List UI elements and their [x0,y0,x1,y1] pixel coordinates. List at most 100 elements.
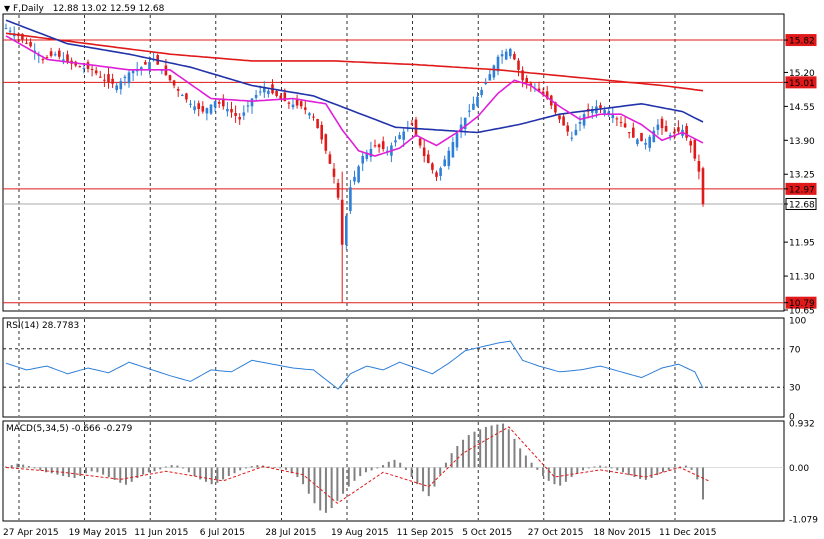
macd-histogram-bar[interactable] [56,467,59,475]
candle-body[interactable] [103,79,106,81]
candle-body[interactable] [578,122,582,124]
macd-histogram-bar[interactable] [639,467,642,479]
candle-body[interactable] [279,95,282,99]
candle-body[interactable] [41,59,45,61]
macd-histogram-bar[interactable] [73,467,76,478]
macd-histogram-bar[interactable] [570,467,573,478]
candle-body[interactable] [320,124,323,140]
macd-histogram-bar[interactable] [702,467,704,500]
candle-body[interactable] [545,91,549,99]
macd-histogram-bar[interactable] [582,467,585,471]
macd-histogram-bar[interactable] [616,467,619,471]
macd-histogram-bar[interactable] [364,467,367,473]
macd-histogram-bar[interactable] [250,466,253,468]
macd-histogram-bar[interactable] [10,465,13,468]
candle-body[interactable] [316,119,319,129]
macd-histogram-bar[interactable] [410,467,413,478]
macd-histogram-bar[interactable] [313,467,316,504]
macd-histogram-bar[interactable] [244,467,247,469]
candle-body[interactable] [386,150,389,152]
candle-body[interactable] [558,115,561,120]
macd-histogram-bar[interactable] [102,467,105,475]
macd-histogram-bar[interactable] [519,448,522,468]
macd-histogram-bar[interactable] [16,463,19,468]
candle-body[interactable] [291,104,295,108]
macd-histogram-bar[interactable] [644,467,647,480]
macd-histogram-bar[interactable] [50,467,53,474]
candle-body[interactable] [693,139,697,159]
macd-histogram-bar[interactable] [284,467,287,470]
moving-average-fast-line[interactable] [5,35,704,157]
candle-body[interactable] [422,147,426,156]
macd-histogram-bar[interactable] [44,467,47,473]
candle-body[interactable] [258,91,262,93]
macd-histogram-bar[interactable] [296,467,299,478]
candle-body[interactable] [603,109,606,114]
macd-histogram-bar[interactable] [610,467,613,469]
candle-body[interactable] [394,140,397,143]
candle-body[interactable] [673,131,676,134]
candle-body[interactable] [640,132,643,142]
macd-histogram-bar[interactable] [39,467,42,471]
candle-body[interactable] [66,54,69,62]
candle-body[interactable] [267,90,270,94]
macd-histogram-bar[interactable] [690,467,693,470]
candle-body[interactable] [131,70,135,74]
candle-body[interactable] [529,83,533,86]
macd-histogram-bar[interactable] [536,467,539,470]
macd-histogram-bar[interactable] [319,467,322,511]
candle-body[interactable] [685,125,688,138]
candle-body[interactable] [4,28,8,30]
candle-body[interactable] [459,124,463,132]
macd-histogram-bar[interactable] [136,467,139,478]
candle-body[interactable] [312,116,315,118]
candle-body[interactable] [599,105,602,109]
candle-body[interactable] [304,107,307,110]
macd-histogram-bar[interactable] [604,466,607,468]
candle-body[interactable] [636,139,639,144]
macd-histogram-bar[interactable] [359,467,362,477]
candle-body[interactable] [504,51,508,60]
candle-body[interactable] [25,42,28,44]
candle-body[interactable] [632,127,635,138]
candle-body[interactable] [361,155,364,164]
menu-dropdown-icon[interactable]: ▼ [4,4,11,13]
candle-body[interactable] [574,129,578,136]
candle-body[interactable] [484,82,487,84]
candle-body[interactable] [570,137,574,139]
candle-body[interactable] [509,48,512,57]
candle-body[interactable] [336,183,340,198]
macd-histogram-bar[interactable] [467,435,470,468]
candle-body[interactable] [78,66,82,68]
candle-body[interactable] [53,54,57,56]
macd-histogram-bar[interactable] [124,467,127,485]
candle-body[interactable] [644,142,647,145]
candle-body[interactable] [435,172,438,177]
candle-body[interactable] [402,131,405,140]
candle-body[interactable] [209,104,213,114]
macd-histogram-bar[interactable] [96,467,99,473]
candle-body[interactable] [701,168,705,205]
macd-histogram-bar[interactable] [684,465,687,468]
candle-body[interactable] [365,152,369,159]
macd-histogram-bar[interactable] [256,465,259,468]
candle-body[interactable] [299,101,303,107]
candle-body[interactable] [283,92,287,102]
macd-histogram-bar[interactable] [176,465,179,468]
macd-histogram-bar[interactable] [422,467,425,492]
macd-histogram-bar[interactable] [650,467,653,478]
candle-body[interactable] [176,89,180,91]
candle-body[interactable] [439,168,442,176]
candle-body[interactable] [443,159,446,167]
macd-histogram-bar[interactable] [479,429,482,468]
candle-body[interactable] [197,103,200,109]
macd-histogram-bar[interactable] [239,467,242,471]
macd-histogram-bar[interactable] [33,467,36,469]
candle-body[interactable] [377,144,381,148]
candle-body[interactable] [324,134,328,151]
candle-body[interactable] [525,78,528,83]
candle-body[interactable] [308,113,311,116]
macd-histogram-bar[interactable] [187,467,190,473]
candle-body[interactable] [451,142,455,158]
macd-histogram-bar[interactable] [227,467,230,477]
